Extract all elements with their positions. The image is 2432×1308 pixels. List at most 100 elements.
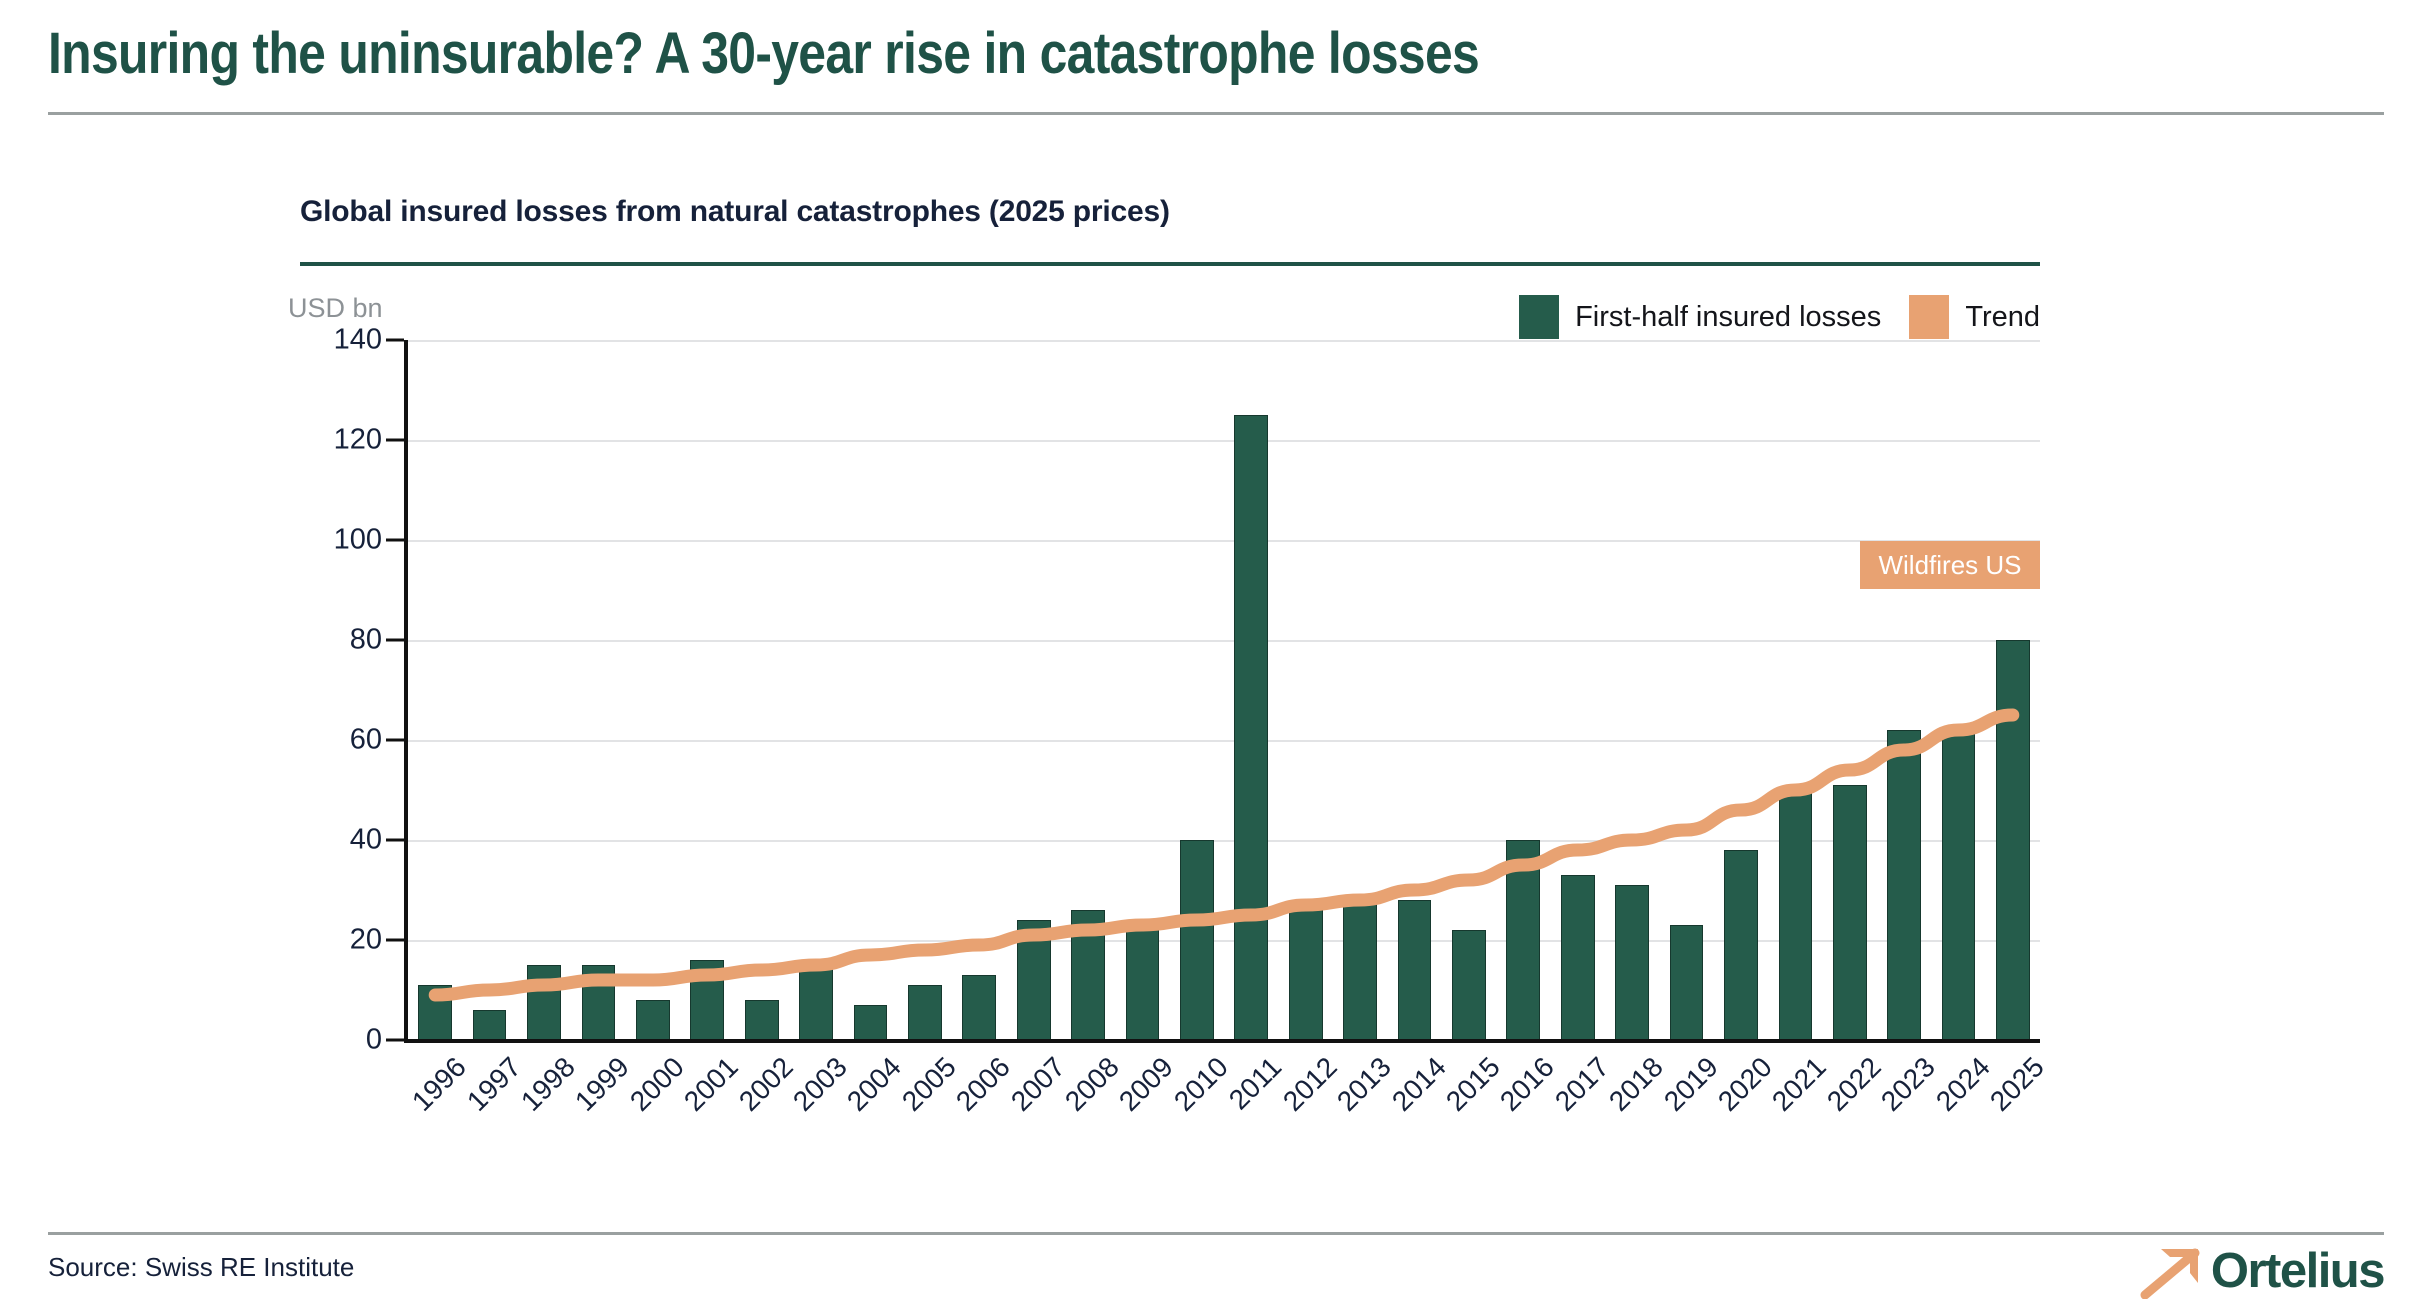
gridline (408, 440, 2040, 442)
bar[interactable] (690, 960, 725, 1040)
bar[interactable] (1887, 730, 1922, 1040)
y-axis-tick-label: 120 (333, 423, 382, 456)
y-axis-tick-mark (386, 1038, 404, 1042)
bar[interactable] (1288, 905, 1323, 1040)
bar[interactable] (1452, 930, 1486, 1040)
chart-subtitle: Global insured losses from natural catas… (300, 195, 1170, 228)
bar-cell (734, 340, 788, 1040)
x-axis-label-cell: 2009 (1113, 1047, 1179, 1167)
y-axis-tick-label: 60 (349, 723, 382, 756)
x-axis-label-cell: 2010 (1168, 1047, 1234, 1167)
y-axis-tick-mark (386, 338, 404, 342)
bar[interactable] (1016, 920, 1051, 1040)
x-axis-label-cell: 2005 (896, 1047, 962, 1167)
arrow-up-right-icon (2140, 1248, 2200, 1299)
x-axis-label-cell: 1998 (515, 1047, 581, 1167)
bar-cell (1823, 340, 1877, 1040)
bar-cell (626, 340, 680, 1040)
bar-cell (898, 340, 952, 1040)
bar-cell (1006, 340, 1060, 1040)
bar[interactable] (853, 1005, 888, 1040)
x-axis-label-cell: 2007 (1005, 1047, 1071, 1167)
bar[interactable] (908, 985, 942, 1040)
bar-cell (1442, 340, 1496, 1040)
x-axis-label-cell: 2022 (1821, 1047, 1887, 1167)
bar[interactable] (581, 965, 616, 1040)
x-axis-label-cell: 2013 (1331, 1047, 1397, 1167)
bar-cell (571, 340, 625, 1040)
bar[interactable] (744, 1000, 779, 1040)
bar-cell (952, 340, 1006, 1040)
x-axis-label-cell: 2006 (950, 1047, 1016, 1167)
bar[interactable] (1506, 840, 1541, 1040)
y-axis-labels: 0 20 40 60 80 100 120 140 (300, 324, 404, 1056)
x-axis-label-cell: 2015 (1440, 1047, 1506, 1167)
bar[interactable] (1778, 790, 1813, 1040)
ortelius-logo[interactable]: Ortelius (2139, 1243, 2386, 1299)
plot-canvas: Wildfires US (404, 340, 2040, 1043)
plot-area: 0 20 40 60 80 100 120 140 Wildfires US (300, 324, 2040, 1056)
bar[interactable] (1397, 900, 1432, 1040)
x-axis-label-cell: 2024 (1929, 1047, 1995, 1167)
bar[interactable] (1615, 885, 1649, 1040)
x-axis-label-cell: 2018 (1603, 1047, 1669, 1167)
bar[interactable] (1724, 850, 1758, 1040)
x-axis-label-cell: 2008 (1059, 1047, 1125, 1167)
x-axis-label-cell: 2012 (1277, 1047, 1343, 1167)
source-note: Source: Swiss RE Institute (48, 1252, 355, 1282)
bar[interactable] (1234, 415, 1269, 1040)
bar-cell (1333, 340, 1387, 1040)
y-axis-tick-label: 40 (349, 823, 382, 856)
bar[interactable] (962, 975, 997, 1040)
x-axis-label-cell: 2011 (1223, 1047, 1288, 1167)
x-axis-label-cell: 2023 (1875, 1047, 1941, 1167)
y-axis-tick-label: 80 (349, 623, 382, 656)
y-axis-tick-label: 100 (333, 523, 382, 556)
bar-cell (1387, 340, 1441, 1040)
chart-legend: First-half insured losses Trend (1519, 295, 2040, 339)
legend-swatch-first-half-insured-losses (1519, 295, 1560, 339)
bar[interactable] (1832, 785, 1867, 1040)
legend-item-trend[interactable]: Trend (1909, 295, 2040, 339)
x-axis-label-cell: 2014 (1385, 1047, 1451, 1167)
bar[interactable] (1560, 875, 1595, 1040)
bar[interactable] (1996, 640, 2030, 1040)
x-axis-label-cell: 2019 (1657, 1047, 1723, 1167)
bar-cell (1659, 340, 1713, 1040)
bar[interactable] (1343, 900, 1377, 1040)
bar[interactable] (1941, 730, 1976, 1040)
bar[interactable] (799, 965, 833, 1040)
bar-cell (1605, 340, 1659, 1040)
bar[interactable] (635, 1000, 670, 1040)
annotation-wildfires-us: Wildfires US (1860, 541, 2040, 589)
bar[interactable] (527, 965, 561, 1040)
bar[interactable] (472, 1010, 507, 1040)
bar[interactable] (1125, 920, 1160, 1040)
bar-cell (1877, 340, 1931, 1040)
bar[interactable] (1669, 925, 1704, 1040)
x-axis-label-cell: 2021 (1766, 1047, 1832, 1167)
legend-label-first-half-insured-losses: First-half insured losses (1575, 300, 1882, 333)
bar-cell (843, 340, 897, 1040)
bar[interactable] (418, 985, 453, 1040)
bar-cell (1061, 340, 1115, 1040)
legend-item-first-half-insured-losses[interactable]: First-half insured losses (1519, 295, 1881, 339)
bar-cell (1496, 340, 1550, 1040)
bar[interactable] (1180, 840, 1214, 1040)
x-axis-label-cell: 2000 (624, 1047, 690, 1167)
x-axis-label-cell: 2002 (733, 1047, 799, 1167)
gridline (408, 640, 2040, 642)
x-axis-label-cell: 2025 (1984, 1047, 2050, 1167)
x-axis-tick-label: 2025 (1983, 1051, 2050, 1117)
header-divider (48, 112, 2384, 115)
bar-series (408, 340, 2040, 1040)
bar-cell (789, 340, 843, 1040)
y-axis-tick-label: 20 (349, 923, 382, 956)
y-axis-tick-mark (386, 938, 404, 942)
y-axis-unit-label: USD bn (288, 293, 383, 323)
bar[interactable] (1071, 910, 1105, 1040)
bar-cell (462, 340, 516, 1040)
page-title: Insuring the uninsurable? A 30-year rise… (48, 21, 1480, 86)
x-axis-label-cell: 2004 (841, 1047, 907, 1167)
